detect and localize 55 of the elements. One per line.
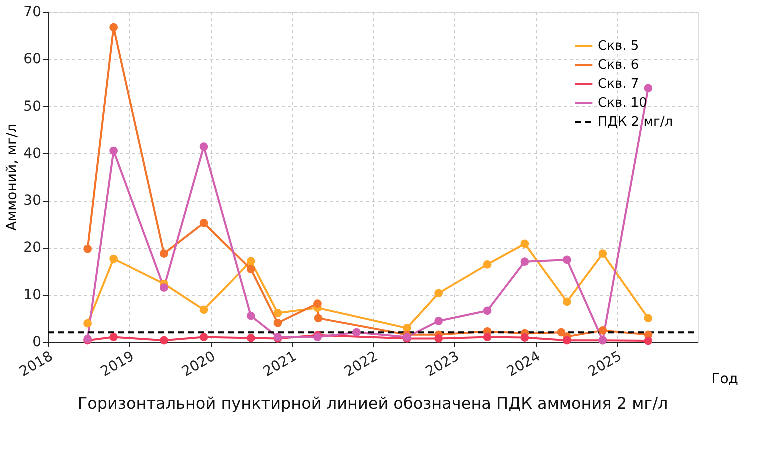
y-tick-label: 40 — [24, 146, 42, 162]
point — [160, 336, 168, 345]
point — [563, 256, 572, 264]
point — [598, 250, 608, 258]
point — [200, 333, 208, 342]
point — [200, 142, 208, 152]
point — [520, 240, 530, 248]
point — [434, 317, 443, 326]
point — [246, 334, 256, 342]
point — [352, 328, 361, 337]
point — [84, 319, 92, 328]
point — [110, 333, 118, 342]
point — [246, 257, 256, 266]
point — [314, 300, 322, 308]
y-tick-label: 0 — [32, 334, 42, 350]
y-tick-label: 20 — [24, 240, 42, 256]
y-tick-label: 10 — [24, 287, 42, 304]
point — [644, 336, 653, 346]
y-tick-label: 70 — [24, 4, 42, 20]
point — [274, 309, 282, 318]
text: Горизонтальной пунктирной линией обозначена ПДК аммония 2 мг/л — [78, 394, 668, 413]
legend-label: Скв. 7 — [598, 77, 640, 92]
point — [644, 314, 653, 323]
y-tick-label: 50 — [24, 98, 42, 115]
point — [246, 312, 256, 320]
point — [160, 284, 168, 292]
point — [246, 265, 256, 274]
point — [434, 334, 443, 343]
legend-label: Скв. 6 — [598, 58, 640, 73]
point — [274, 318, 282, 328]
point — [483, 306, 492, 316]
point — [520, 258, 530, 266]
legend-label: ПДК 2 мг/л — [598, 115, 674, 130]
point — [644, 84, 653, 93]
point — [520, 334, 530, 342]
point — [598, 326, 608, 335]
y-tick-label: 60 — [24, 52, 42, 68]
point — [563, 336, 572, 345]
point — [483, 333, 492, 342]
legend-label: Скв. 5 — [598, 39, 640, 54]
y-tick-label: 30 — [24, 193, 42, 210]
point — [314, 314, 323, 323]
point — [557, 328, 566, 337]
y-axis-title: Аммоний, мг/л — [4, 124, 21, 232]
x-axis-title: Год — [712, 372, 738, 388]
point — [483, 260, 492, 269]
point — [110, 146, 118, 156]
point — [563, 298, 572, 306]
point — [160, 250, 168, 258]
point — [110, 23, 118, 32]
point — [110, 254, 118, 264]
point — [434, 289, 443, 298]
point — [200, 219, 208, 228]
point — [200, 306, 208, 314]
point — [84, 244, 92, 254]
